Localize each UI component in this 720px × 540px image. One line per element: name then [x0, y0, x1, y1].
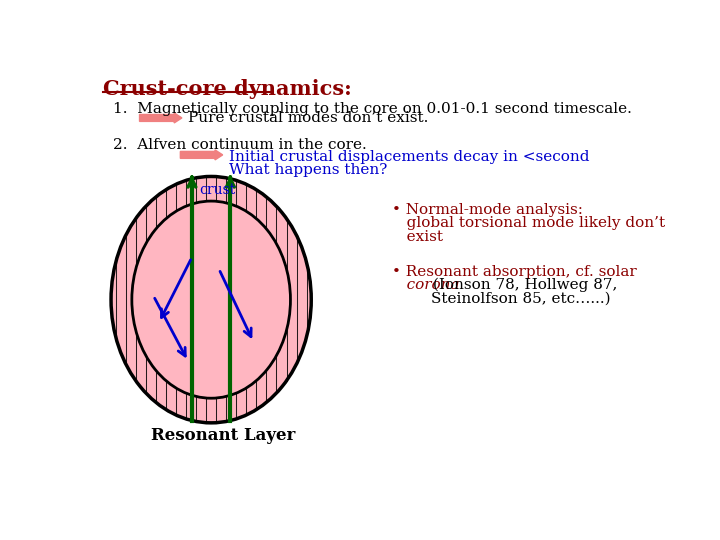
Text: Pure crustal modes don’t exist.: Pure crustal modes don’t exist. [188, 111, 428, 125]
Text: Resonant Layer: Resonant Layer [150, 427, 295, 444]
FancyArrow shape [140, 113, 182, 123]
Ellipse shape [132, 201, 290, 398]
Text: 1.  Magnetically coupling to the core on 0.01-0.1 second timescale.: 1. Magnetically coupling to the core on … [113, 102, 632, 116]
Text: corona: corona [392, 278, 460, 292]
Text: global torsional mode likely don’t: global torsional mode likely don’t [392, 217, 665, 231]
Ellipse shape [111, 177, 311, 423]
Text: • Resonant absorption, cf. solar: • Resonant absorption, cf. solar [392, 265, 637, 279]
Text: • Normal-mode analysis:: • Normal-mode analysis: [392, 204, 583, 218]
Text: What happens then?: What happens then? [229, 163, 387, 177]
Text: (Ionson 78, Hollweg 87,: (Ionson 78, Hollweg 87, [428, 278, 618, 293]
Text: Steinolfson 85, etc…...): Steinolfson 85, etc…...) [392, 291, 611, 305]
Text: Initial crustal displacements decay in <second: Initial crustal displacements decay in <… [229, 150, 590, 164]
Text: exist: exist [392, 230, 443, 244]
Text: 2.  Alfven continuum in the core.: 2. Alfven continuum in the core. [113, 138, 367, 152]
FancyArrow shape [180, 150, 222, 160]
Text: crust: crust [199, 183, 235, 197]
Text: Crust-core dynamics:: Crust-core dynamics: [104, 79, 352, 99]
